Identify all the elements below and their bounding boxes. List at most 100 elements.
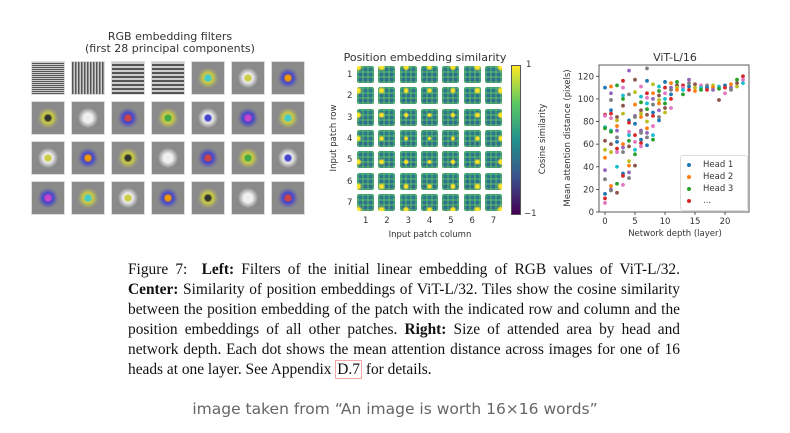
filter-tile — [191, 61, 225, 95]
data-point — [639, 115, 643, 119]
filter-tile — [31, 101, 65, 135]
data-point — [645, 101, 649, 106]
filter-tile — [111, 141, 145, 175]
data-point — [735, 77, 739, 82]
data-point — [603, 138, 607, 143]
data-point — [651, 97, 655, 101]
data-point — [639, 144, 643, 149]
col-tick: 1 — [363, 216, 369, 226]
data-point — [615, 135, 619, 140]
data-point — [645, 91, 649, 96]
similarity-tile — [399, 193, 417, 211]
colorbar-label: Cosine similarity — [538, 103, 548, 175]
data-point — [687, 87, 691, 92]
legend-marker — [687, 186, 691, 191]
data-point — [633, 102, 637, 107]
data-point — [723, 85, 727, 90]
data-point — [621, 97, 625, 101]
image-credit: image taken from “An image is worth 16×1… — [192, 400, 598, 418]
scatter-title: ViT-L/16 — [653, 51, 697, 64]
data-point — [609, 129, 613, 134]
data-point — [645, 107, 649, 111]
data-point — [633, 152, 637, 157]
data-point — [735, 84, 739, 89]
data-point — [663, 91, 667, 96]
data-point — [645, 112, 649, 117]
similarity-tile — [484, 129, 502, 147]
data-point — [723, 91, 727, 96]
similarity-tile — [378, 108, 396, 126]
data-point — [693, 85, 697, 90]
data-point — [669, 97, 673, 101]
data-point — [639, 94, 643, 99]
similarity-tile — [357, 172, 374, 190]
attention-distance-scatter: 0 20 40 60 80 100 120 0 5 10 15 20 — [578, 64, 750, 227]
data-point — [663, 106, 667, 110]
data-point — [621, 85, 625, 90]
similarity-tile — [463, 129, 481, 147]
filter-tile — [151, 181, 185, 215]
data-point — [615, 181, 619, 186]
data-point — [627, 170, 631, 175]
data-point — [627, 163, 631, 168]
data-point — [603, 85, 607, 90]
data-point — [675, 80, 679, 84]
filter-tile — [31, 181, 65, 215]
data-point — [615, 150, 619, 154]
data-point — [681, 87, 685, 92]
appendix-link[interactable]: D.7 — [335, 360, 362, 379]
caption-right-head: Right: — [404, 321, 447, 338]
legend-entry: Head 3 — [687, 184, 733, 194]
data-point — [609, 98, 613, 102]
similarity-tile — [420, 87, 438, 105]
similarity-tile — [463, 87, 481, 105]
similarity-tile — [463, 108, 481, 126]
similarity-tile — [357, 87, 374, 105]
data-point — [663, 110, 667, 115]
filter-tile — [111, 101, 145, 135]
data-point — [603, 168, 607, 173]
filter-tile — [271, 181, 305, 215]
figure-caption: Figure 7: Left: Filters of the initial l… — [128, 260, 680, 380]
legend-entry: Head 2 — [687, 172, 733, 182]
similarity-tile — [484, 172, 502, 190]
similarity-tile — [484, 193, 502, 211]
data-point — [639, 108, 643, 113]
similarity-tile — [442, 129, 460, 147]
x-tick-label: 20 — [720, 217, 731, 227]
data-point — [657, 98, 661, 102]
data-point — [669, 92, 673, 97]
y-tick-label: 20 — [583, 185, 594, 195]
similarity-tile — [357, 66, 374, 83]
filter-tile — [151, 61, 185, 95]
similarity-tile — [378, 66, 396, 83]
data-point — [609, 184, 613, 188]
data-point — [621, 145, 625, 150]
data-point — [675, 87, 679, 92]
colorbar-min-label: −1 — [524, 209, 537, 219]
y-tick-label: 60 — [583, 140, 594, 150]
data-point — [615, 128, 619, 133]
filter-tile — [151, 141, 185, 175]
rgb-filters-title-line1: RGB embedding filters — [107, 30, 233, 43]
caption-tail: for details. — [365, 361, 432, 378]
data-point — [645, 119, 649, 124]
colorbar — [511, 65, 521, 215]
data-point — [645, 130, 649, 135]
y-tick-label: 40 — [583, 163, 594, 173]
similarity-tile — [420, 108, 438, 126]
similarity-tile — [420, 172, 438, 190]
similarity-tile — [357, 108, 374, 126]
caption-left-text: Filters of the initial linear embedding … — [241, 261, 680, 278]
data-point — [741, 81, 745, 85]
data-point — [645, 135, 649, 140]
data-point — [615, 118, 619, 123]
scatter-ylabel: Mean attention distance (pixels) — [563, 69, 573, 207]
data-point — [621, 150, 625, 154]
position-similarity-grid — [357, 66, 503, 213]
y-tick-label: 0 — [589, 208, 594, 218]
similarity-tile — [399, 151, 417, 169]
data-point — [603, 147, 607, 152]
data-point — [657, 101, 661, 106]
data-point — [663, 80, 667, 84]
